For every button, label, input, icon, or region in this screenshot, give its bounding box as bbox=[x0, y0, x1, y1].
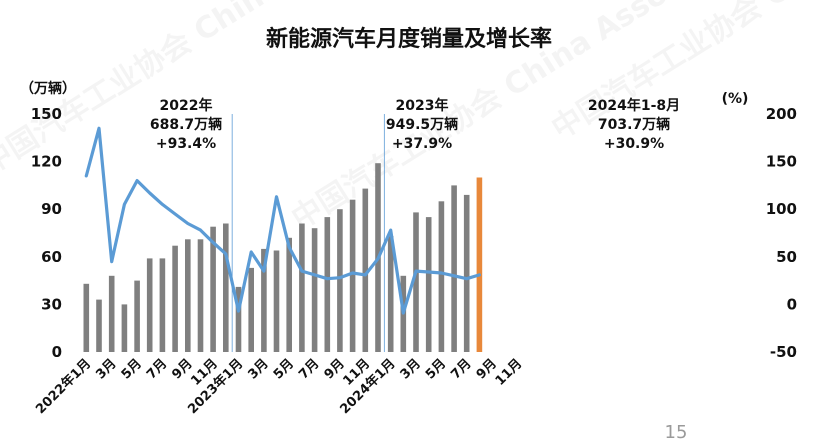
left-tick-label: 30 bbox=[41, 295, 62, 313]
sales-bar bbox=[172, 245, 178, 352]
sales-bar bbox=[286, 237, 292, 352]
sales-bar bbox=[451, 185, 457, 352]
sales-bar bbox=[438, 201, 445, 352]
growth-rate-line bbox=[84, 126, 481, 315]
year-annotations: 2022年 688.7万辆 +93.4% 2023年 949.5万辆 +37.9% 2024… bbox=[150, 97, 680, 152]
sales-bar bbox=[387, 236, 394, 352]
x-tick-label: 3月 bbox=[245, 356, 271, 382]
sales-bar bbox=[223, 223, 229, 352]
right-tick-label: 100 bbox=[766, 200, 797, 218]
right-tick-label: 0 bbox=[787, 295, 797, 313]
right-tick-label: -50 bbox=[770, 343, 797, 361]
chart-title: 新能源汽车月度销量及增长率 bbox=[266, 26, 552, 52]
x-tick-label: 5月 bbox=[119, 356, 145, 382]
right-tick-label: 50 bbox=[776, 248, 797, 266]
right-axis-ticks: 200 150 100 50 0 -50 bbox=[766, 105, 797, 361]
x-tick-label: 3月 bbox=[93, 356, 119, 382]
sales-bar bbox=[324, 217, 331, 352]
right-axis-unit: (%) bbox=[722, 91, 749, 107]
sales-bar bbox=[108, 275, 115, 352]
sales-bar bbox=[159, 258, 166, 352]
sales-bar bbox=[476, 177, 483, 352]
right-tick-label: 200 bbox=[766, 105, 797, 123]
sales-bar bbox=[463, 194, 470, 352]
year-annotation-line: 2024年1-8月 bbox=[588, 97, 680, 114]
x-tick-label: 2022年1月 bbox=[32, 356, 94, 418]
sales-bar bbox=[146, 258, 153, 352]
left-tick-label: 60 bbox=[41, 248, 62, 266]
x-tick-label: 7月 bbox=[144, 356, 170, 382]
year-annotation-line: +30.9% bbox=[604, 136, 664, 152]
left-axis-unit: （万辆） bbox=[20, 80, 76, 97]
growth-line-group bbox=[84, 126, 481, 315]
year-annotation-line: 703.7万辆 bbox=[598, 116, 670, 133]
sales-bar bbox=[83, 283, 90, 352]
x-tick-label: 5月 bbox=[271, 356, 297, 382]
sales-bar bbox=[134, 280, 140, 352]
left-tick-label: 150 bbox=[31, 105, 62, 123]
right-tick-label: 150 bbox=[766, 153, 797, 171]
left-tick-label: 90 bbox=[41, 200, 62, 218]
year-dividers bbox=[231, 114, 385, 352]
left-tick-label: 120 bbox=[31, 153, 62, 171]
sales-bar bbox=[362, 188, 369, 352]
sales-bars bbox=[83, 163, 483, 352]
sales-bar bbox=[121, 304, 128, 352]
sales-bar bbox=[261, 248, 267, 352]
sales-bar bbox=[311, 228, 318, 352]
sales-bar bbox=[337, 209, 343, 352]
year-annotation-line: +93.4% bbox=[156, 136, 216, 152]
sales-bar bbox=[248, 267, 254, 352]
sales-bar bbox=[197, 239, 204, 352]
page-number: 15 bbox=[665, 422, 688, 443]
sales-bar bbox=[299, 223, 305, 352]
left-axis-ticks: 150 120 90 60 30 0 bbox=[31, 105, 62, 361]
year-annotation-line: +37.9% bbox=[392, 136, 452, 152]
sales-bar bbox=[273, 250, 280, 352]
sales-bar bbox=[96, 299, 102, 352]
x-tick-label: 7月 bbox=[448, 356, 474, 382]
left-tick-label: 0 bbox=[52, 343, 62, 361]
year-annotation-line: 2022年 bbox=[160, 97, 213, 114]
sales-bar bbox=[210, 226, 216, 352]
x-tick-label: 5月 bbox=[423, 356, 449, 382]
year-annotation-line: 949.5万辆 bbox=[386, 116, 458, 133]
year-annotation-line: 2023年 bbox=[396, 97, 449, 114]
x-tick-label: 3月 bbox=[398, 356, 424, 382]
sales-bar bbox=[425, 217, 432, 352]
sales-bar bbox=[185, 239, 191, 352]
x-tick-label: 7月 bbox=[296, 356, 322, 382]
sales-bar bbox=[349, 199, 356, 352]
year-annotation-line: 688.7万辆 bbox=[150, 116, 222, 133]
x-tick-label: 11月 bbox=[493, 356, 526, 389]
sales-bar bbox=[413, 212, 419, 352]
sales-bar bbox=[235, 286, 242, 352]
